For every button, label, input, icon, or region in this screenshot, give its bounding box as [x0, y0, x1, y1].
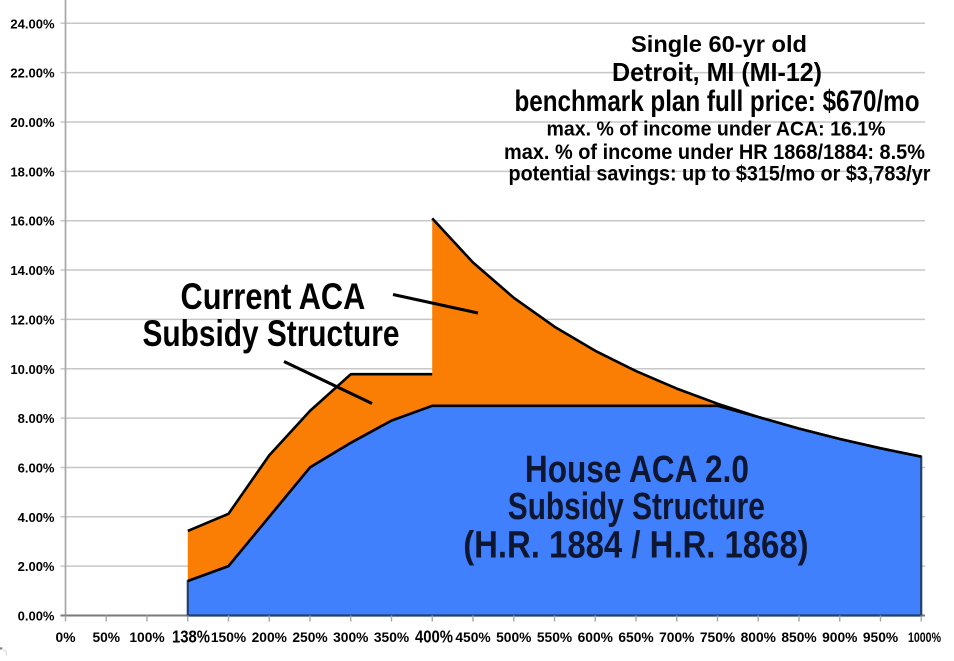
svg-text:18.00%: 18.00% — [10, 164, 55, 179]
svg-text:max. % of income under ACA: 16: max. % of income under ACA: 16.1% — [547, 118, 886, 141]
svg-text:Subsidy Structure: Subsidy Structure — [508, 485, 765, 527]
svg-text:550%: 550% — [537, 630, 572, 645]
svg-text:900%: 900% — [822, 630, 857, 645]
svg-text:16.00%: 16.00% — [10, 214, 55, 229]
svg-text:150%: 150% — [211, 630, 246, 645]
svg-text:100%: 100% — [129, 630, 164, 645]
svg-text:350%: 350% — [374, 630, 409, 645]
svg-text:14.00%: 14.00% — [10, 263, 55, 278]
svg-text:1000%: 1000% — [908, 630, 941, 645]
svg-text:potential savings: up to $315/: potential savings: up to $315/mo or $3,7… — [509, 162, 931, 186]
svg-text:Current ACA: Current ACA — [181, 275, 366, 317]
svg-text:10.00%: 10.00% — [10, 362, 55, 377]
svg-text:50%: 50% — [92, 630, 120, 645]
svg-text:950%: 950% — [863, 630, 898, 645]
svg-text:24.00%: 24.00% — [10, 16, 55, 31]
svg-text:2.00%: 2.00% — [18, 559, 55, 574]
svg-text:4.00%: 4.00% — [18, 510, 55, 525]
svg-text:400%: 400% — [415, 627, 453, 647]
svg-text:0.00%: 0.00% — [18, 609, 55, 624]
svg-text:250%: 250% — [292, 630, 327, 645]
svg-text:0%: 0% — [56, 630, 76, 645]
svg-text:800%: 800% — [741, 630, 776, 645]
svg-text:200%: 200% — [252, 630, 287, 645]
svg-text:850%: 850% — [781, 630, 816, 645]
svg-text:20.00%: 20.00% — [10, 115, 55, 130]
svg-text:600%: 600% — [578, 630, 613, 645]
svg-text:138%: 138% — [172, 627, 210, 647]
svg-text:300%: 300% — [333, 630, 368, 645]
svg-text:benchmark plan full price: $67: benchmark plan full price: $670/mo — [515, 85, 920, 118]
svg-text:450%: 450% — [455, 630, 490, 645]
svg-text:500%: 500% — [496, 630, 531, 645]
svg-text:Subsidy Structure: Subsidy Structure — [143, 312, 400, 354]
svg-text:(H.R. 1884 / H.R. 1868): (H.R. 1884 / H.R. 1868) — [463, 524, 808, 566]
svg-text:22.00%: 22.00% — [10, 66, 55, 81]
svg-text:6.00%: 6.00% — [18, 460, 55, 475]
svg-text:Single 60-yr old: Single 60-yr old — [631, 31, 807, 57]
svg-text:650%: 650% — [618, 630, 653, 645]
svg-text:700%: 700% — [659, 630, 694, 645]
svg-text:House ACA 2.0: House ACA 2.0 — [525, 448, 749, 490]
svg-text:8.00%: 8.00% — [18, 411, 55, 426]
svg-text:12.00%: 12.00% — [10, 312, 55, 327]
svg-text:Detroit, MI (MI-12): Detroit, MI (MI-12) — [612, 59, 822, 87]
svg-text:max. % of income under HR 1868: max. % of income under HR 1868/1884: 8.5… — [504, 140, 925, 164]
svg-text:750%: 750% — [700, 630, 735, 645]
